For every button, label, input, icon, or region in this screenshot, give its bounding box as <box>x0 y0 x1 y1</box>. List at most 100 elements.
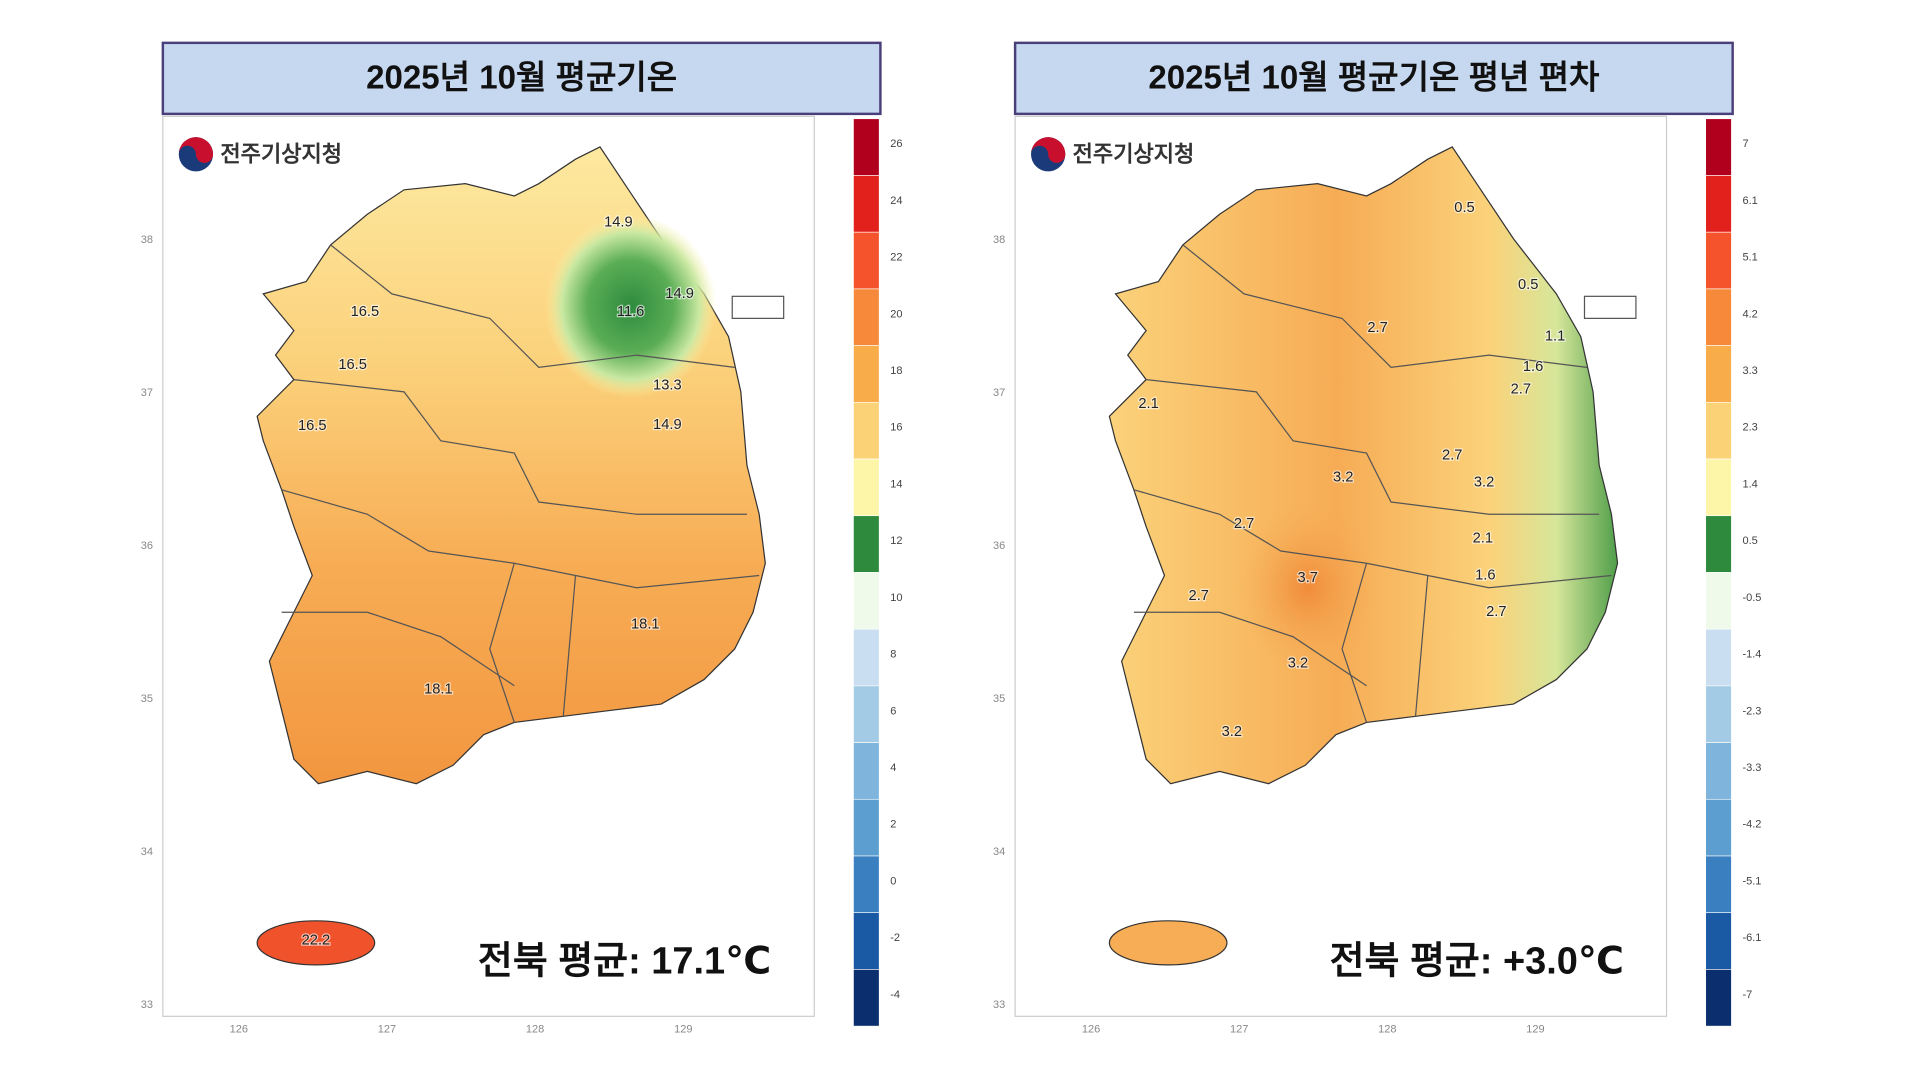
colorbar-label: -0.5 <box>1742 592 1761 604</box>
colorbar-label: 2 <box>890 819 896 831</box>
colorbar-label: 3.3 <box>1742 365 1757 377</box>
colorbar-label: 12 <box>890 535 902 547</box>
contour-label: 1.1 <box>1545 329 1565 345</box>
colorbar-swatch <box>853 345 880 403</box>
lat-tick-label: 36 <box>993 540 1005 552</box>
colorbar-swatch <box>1705 345 1732 403</box>
colorbar-label: -5.1 <box>1742 875 1761 887</box>
colorbar-swatch <box>1705 628 1732 687</box>
contour-label: 14.9 <box>665 286 694 302</box>
contour-label: 2.7 <box>1442 447 1462 463</box>
lon-tick-label: 128 <box>1378 1024 1396 1036</box>
contour-label: 16.5 <box>298 418 327 434</box>
colorbar-label: 0.5 <box>1742 535 1757 547</box>
colorbar-label: -7 <box>1742 989 1752 1001</box>
contour-label: 18.1 <box>631 616 660 632</box>
colorbar-label: 18 <box>890 365 902 377</box>
colorbar-swatch <box>853 288 880 346</box>
colorbar-swatch <box>1705 742 1732 800</box>
colorbar-swatch <box>853 798 880 857</box>
colorbar-label: 1.4 <box>1742 478 1757 490</box>
contour-label: 2.7 <box>1189 588 1209 604</box>
colorbar-label: -3.3 <box>1742 762 1761 774</box>
colorbar-swatch <box>1705 175 1732 233</box>
colorbar-swatch <box>853 515 880 573</box>
contour-label: 3.2 <box>1288 656 1308 672</box>
colorbar-swatch <box>1705 912 1732 970</box>
colorbar-swatch <box>1705 458 1732 517</box>
colorbar-label: 5.1 <box>1742 252 1757 264</box>
colorbar-label: -6.1 <box>1742 932 1761 944</box>
colorbar-swatch <box>853 685 880 743</box>
lon-tick-label: 127 <box>378 1024 396 1036</box>
lat-tick-label: 35 <box>141 693 153 705</box>
colorbar-label: -2 <box>890 932 900 944</box>
colorbar-swatch <box>1705 855 1732 914</box>
inset-box <box>1583 295 1637 319</box>
colorbar-label: 6 <box>890 705 896 717</box>
colorbar-swatch <box>853 628 880 687</box>
colorbar-swatch <box>853 742 880 800</box>
colorbar-swatch <box>853 175 880 233</box>
title-box <box>1013 41 1734 116</box>
contour-label: 2.7 <box>1486 604 1506 620</box>
lon-tick-label: 129 <box>674 1024 692 1036</box>
lat-tick-label: 35 <box>993 693 1005 705</box>
colorbar-label: 24 <box>890 195 902 207</box>
contour-label: 14.9 <box>604 215 633 231</box>
agency-name: 전주기상지청 <box>220 141 342 166</box>
colorbar-swatch <box>1705 231 1732 290</box>
contour-label: 2.7 <box>1367 320 1387 336</box>
contour-label: 0.5 <box>1518 277 1538 293</box>
colorbar-label: 2.3 <box>1742 422 1757 434</box>
lon-tick-label: 129 <box>1526 1024 1544 1036</box>
colorbar-swatch <box>853 572 880 630</box>
inset-box <box>731 295 785 319</box>
contour-label: 2.7 <box>1511 381 1531 397</box>
lon-tick-label: 127 <box>1230 1024 1248 1036</box>
contour-label: 18.1 <box>424 681 453 697</box>
lat-tick-label: 38 <box>993 234 1005 246</box>
colorbar-swatch <box>853 231 880 290</box>
colorbar-label: 20 <box>890 308 902 320</box>
colorbar-swatch <box>1705 572 1732 630</box>
colorbar-swatch <box>853 912 880 970</box>
contour-label: 16.5 <box>338 357 367 373</box>
colorbar-swatch <box>1705 515 1732 573</box>
colorbar-swatch <box>853 402 880 460</box>
colorbar-swatch <box>1705 685 1732 743</box>
agency-name: 전주기상지청 <box>1073 141 1195 166</box>
lat-tick-label: 33 <box>993 999 1005 1011</box>
contour-label: 3.2 <box>1222 724 1242 740</box>
contour-label: 3.2 <box>1333 469 1353 485</box>
lon-tick-label: 128 <box>526 1024 544 1036</box>
lat-tick-label: 38 <box>141 234 153 246</box>
lon-tick-label: 126 <box>1082 1024 1100 1036</box>
colorbar-swatch <box>1705 798 1732 857</box>
contour-label: 3.2 <box>1474 474 1494 490</box>
colorbar-swatch <box>853 969 880 1027</box>
colorbar-label: 7 <box>1742 138 1748 150</box>
contour-label: 22.2 <box>302 932 331 948</box>
colorbar-label: 10 <box>890 592 902 604</box>
contour-label: 0.5 <box>1454 200 1474 216</box>
colorbar-label: 22 <box>890 252 902 264</box>
contour-label: 14.9 <box>653 417 682 433</box>
colorbar-label: -2.3 <box>1742 705 1761 717</box>
colorbar-swatch <box>853 458 880 517</box>
colorbar-label: -4 <box>890 989 900 1001</box>
contour-label: 1.6 <box>1475 567 1495 583</box>
colorbar-swatch <box>853 855 880 914</box>
colorbar-label: 4.2 <box>1742 308 1757 320</box>
contour-label: 16.5 <box>351 304 380 320</box>
colorbar-label: 8 <box>890 649 896 661</box>
contour-label: 2.1 <box>1473 531 1493 547</box>
lat-tick-label: 36 <box>141 540 153 552</box>
lat-tick-label: 34 <box>993 846 1005 858</box>
colorbar-swatch <box>1705 402 1732 460</box>
lat-tick-label: 33 <box>141 999 153 1011</box>
colorbar-swatch <box>1705 118 1732 176</box>
